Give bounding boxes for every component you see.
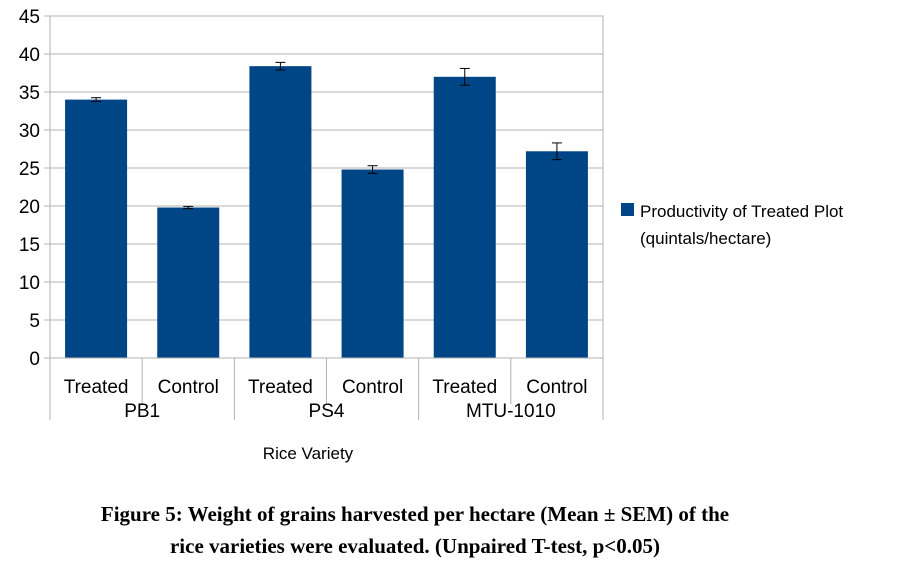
figure-caption-line2: rice varieties were evaluated. (Unpaired… [169,534,661,558]
error-bar [91,97,102,102]
legend: Productivity of Treated Plot (quintals/h… [621,202,843,248]
x-category-label: Control [526,377,587,398]
error-bar [459,67,470,86]
bar [65,99,128,358]
bar [157,207,220,358]
y-tick-label: 15 [19,235,40,256]
bar [249,66,312,358]
error-bar [183,205,194,210]
figure-caption-line1: Figure 5: Weight of grains harvested per… [100,502,730,526]
x-category-label: Control [342,377,403,398]
error-bar [551,142,562,161]
axes [49,15,604,420]
y-tick-label: 30 [19,121,40,142]
y-tick-label: 0 [29,349,40,370]
x-group-label: PB1 [124,401,160,422]
y-tick-label: 10 [19,273,40,294]
x-category-label: Treated [432,377,497,398]
bar [341,169,404,358]
x-group-label: PS4 [309,401,345,422]
plot-frame [49,15,604,359]
x-group-label: MTU-1010 [466,401,556,422]
y-tick-labels: 0 5 10 15 20 25 30 35 40 45 [19,7,40,370]
bar [525,151,588,358]
legend-label-line1: Productivity of Treated Plot [640,202,843,221]
y-tick-label: 45 [19,7,40,28]
bar [433,76,496,359]
y-tick-label: 20 [19,197,40,218]
gridlines [44,15,603,359]
error-bar [367,165,378,174]
y-tick-label: 35 [19,83,40,104]
x-category-label: Control [158,377,219,398]
error-bar [275,61,286,71]
bars [65,61,588,359]
x-category-label: Treated [64,377,129,398]
y-tick-label: 40 [19,45,40,66]
x-category-label: Treated [248,377,313,398]
legend-label-line2: (quintals/hectare) [640,229,771,248]
y-tick-label: 5 [29,311,40,332]
y-tick-label: 25 [19,159,40,180]
x-category-labels: Treated Control Treated Control Treated Contr… [64,377,588,422]
x-axis-title: Rice Variety [263,444,354,463]
legend-swatch [621,203,634,216]
